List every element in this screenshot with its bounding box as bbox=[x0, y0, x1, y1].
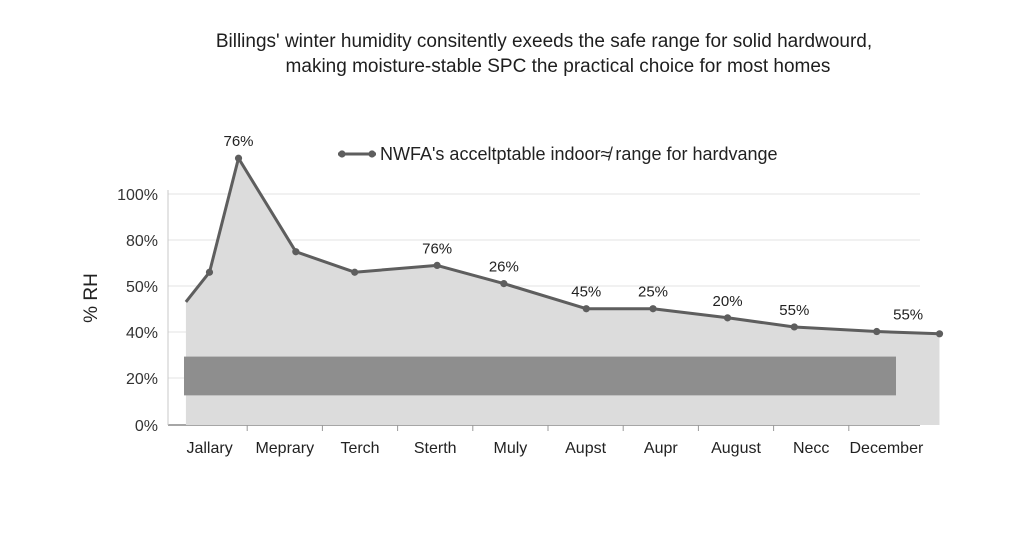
data-label: 25% bbox=[638, 284, 668, 301]
data-label: 76% bbox=[224, 133, 254, 150]
legend-label: NWFA's acceltptable indoor≉ range for ha… bbox=[380, 144, 778, 164]
y-tick-label: 40% bbox=[126, 325, 158, 342]
x-category-label: Sterth bbox=[414, 440, 457, 457]
x-category-label: Jallary bbox=[186, 440, 232, 457]
y-tick-label: 0% bbox=[135, 418, 158, 435]
data-label: 45% bbox=[571, 284, 601, 301]
data-label: 26% bbox=[489, 259, 519, 276]
data-label: 20% bbox=[713, 293, 743, 310]
x-category-label: Aupr bbox=[644, 440, 678, 457]
data-point bbox=[292, 248, 300, 256]
data-point bbox=[234, 154, 243, 162]
data-point bbox=[500, 280, 508, 288]
y-tick-label: 100% bbox=[117, 187, 158, 204]
data-label: 55% bbox=[893, 307, 923, 324]
data-label: 55% bbox=[779, 302, 809, 319]
y-tick-label: 20% bbox=[126, 371, 158, 388]
data-point bbox=[790, 323, 798, 331]
x-category-label: December bbox=[849, 440, 923, 457]
x-category-label: Terch bbox=[340, 440, 379, 457]
x-category-label: August bbox=[711, 440, 761, 457]
plot-area: 0% 20% 40% 50% 80% 100% Jallary Meprary Terch Ste… bbox=[117, 133, 944, 457]
legend-marker bbox=[368, 150, 376, 158]
legend-marker bbox=[338, 150, 346, 158]
x-category-label: Necc bbox=[793, 440, 829, 457]
data-point bbox=[873, 327, 881, 336]
data-point bbox=[935, 330, 944, 338]
acceptable-range-band bbox=[184, 356, 896, 396]
data-point bbox=[582, 305, 590, 313]
y-axis-title: % RH bbox=[81, 273, 102, 323]
data-point bbox=[433, 261, 441, 269]
x-category-label: Meprary bbox=[255, 440, 314, 457]
data-point bbox=[649, 305, 657, 313]
x-category-label: Muly bbox=[494, 440, 528, 457]
y-tick-label: 80% bbox=[126, 233, 158, 250]
legend: NWFA's acceltptable indoor≉ range for ha… bbox=[338, 144, 778, 164]
chart-title: Billings' winter humidity consitently ex… bbox=[216, 31, 872, 77]
data-point bbox=[723, 314, 732, 322]
chart-title-line-2: making moisture-stable SPC the practical… bbox=[286, 56, 831, 77]
data-point bbox=[205, 268, 214, 276]
x-category-label: Aupst bbox=[565, 440, 606, 457]
data-label: 76% bbox=[422, 240, 452, 257]
data-point bbox=[351, 268, 359, 276]
y-tick-label: 50% bbox=[126, 279, 158, 296]
chart-title-line-1: Billings' winter humidity consitently ex… bbox=[216, 31, 872, 52]
